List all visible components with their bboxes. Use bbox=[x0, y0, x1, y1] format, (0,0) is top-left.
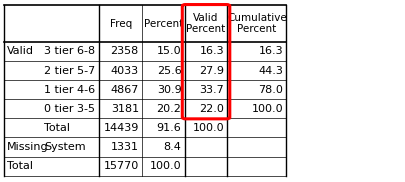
Text: 91.6: 91.6 bbox=[156, 123, 181, 133]
Text: 0 tier 3-5: 0 tier 3-5 bbox=[44, 104, 95, 114]
Text: System: System bbox=[44, 142, 85, 152]
Text: Percent: Percent bbox=[143, 19, 183, 29]
Text: 44.3: 44.3 bbox=[258, 66, 282, 76]
Text: 2 tier 5-7: 2 tier 5-7 bbox=[44, 66, 95, 76]
Text: 4033: 4033 bbox=[111, 66, 139, 76]
Text: 16.3: 16.3 bbox=[258, 46, 282, 56]
Text: 30.9: 30.9 bbox=[156, 85, 181, 95]
Text: 100.0: 100.0 bbox=[251, 104, 282, 114]
Text: 22.0: 22.0 bbox=[199, 104, 224, 114]
Text: Total: Total bbox=[44, 123, 70, 133]
Text: 2358: 2358 bbox=[110, 46, 139, 56]
Text: 100.0: 100.0 bbox=[149, 161, 181, 171]
Text: 14439: 14439 bbox=[103, 123, 139, 133]
Text: 3 tier 6-8: 3 tier 6-8 bbox=[44, 46, 95, 56]
Text: 1331: 1331 bbox=[111, 142, 139, 152]
Text: Cumulative
Percent: Cumulative Percent bbox=[226, 13, 286, 34]
Text: 33.7: 33.7 bbox=[199, 85, 224, 95]
Text: Total: Total bbox=[7, 161, 33, 171]
Text: 1 tier 4-6: 1 tier 4-6 bbox=[44, 85, 95, 95]
Text: 4867: 4867 bbox=[110, 85, 139, 95]
Text: 27.9: 27.9 bbox=[198, 66, 224, 76]
Text: 8.4: 8.4 bbox=[163, 142, 181, 152]
Text: Valid
Percent: Valid Percent bbox=[186, 13, 225, 34]
Text: 25.6: 25.6 bbox=[156, 66, 181, 76]
Text: 3181: 3181 bbox=[111, 104, 139, 114]
Text: 20.2: 20.2 bbox=[156, 104, 181, 114]
Text: 16.3: 16.3 bbox=[199, 46, 224, 56]
Text: 15.0: 15.0 bbox=[156, 46, 181, 56]
Text: 15770: 15770 bbox=[103, 161, 139, 171]
Text: Missing: Missing bbox=[7, 142, 49, 152]
Text: Valid: Valid bbox=[7, 46, 34, 56]
Text: 78.0: 78.0 bbox=[258, 85, 282, 95]
Bar bbox=[4, 5, 286, 176]
Text: 100.0: 100.0 bbox=[192, 123, 224, 133]
Text: Freq: Freq bbox=[109, 19, 132, 29]
